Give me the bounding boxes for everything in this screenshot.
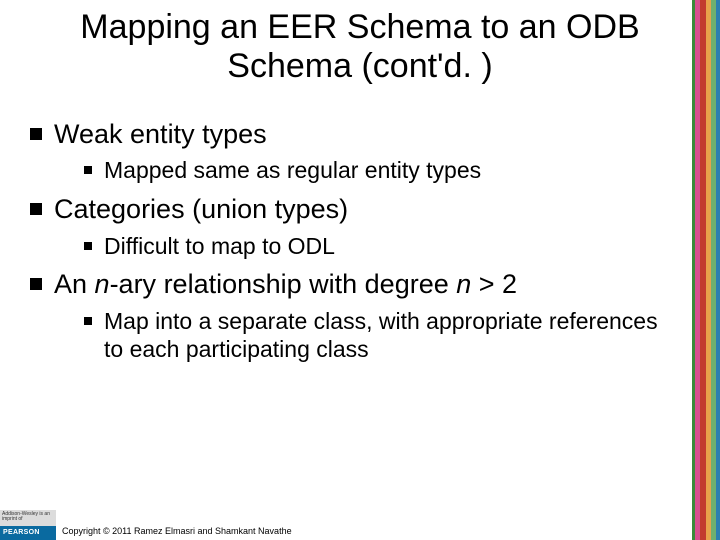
- publisher-name: PEARSON: [0, 526, 56, 540]
- bullet-text: Categories (union types): [54, 193, 348, 225]
- slide-content: Weak entity types Mapped same as regular …: [30, 110, 680, 370]
- copyright-text: Copyright © 2011 Ramez Elmasri and Shamk…: [62, 526, 292, 536]
- bullet-level1: Weak entity types: [30, 118, 680, 150]
- square-bullet-icon: [84, 317, 92, 325]
- bullet-text: Weak entity types: [54, 118, 267, 150]
- bullet-text: An n-ary relationship with degree n > 2: [54, 268, 517, 300]
- bullet-level1: Categories (union types): [30, 193, 680, 225]
- bullet-text: Mapped same as regular entity types: [104, 156, 481, 185]
- bullet-level2: Map into a separate class, with appropri…: [84, 307, 680, 365]
- bullet-text: Map into a separate class, with appropri…: [104, 307, 680, 365]
- color-stripe: [716, 0, 720, 540]
- bullet-level1: An n-ary relationship with degree n > 2: [30, 268, 680, 300]
- publisher-imprint-text: Addison-Wesley is an imprint of: [0, 510, 56, 526]
- bullet-text: Difficult to map to ODL: [104, 232, 335, 261]
- publisher-badge: Addison-Wesley is an imprint of PEARSON: [0, 510, 56, 540]
- square-bullet-icon: [84, 166, 92, 174]
- decorative-color-bar: [692, 0, 720, 540]
- bullet-level2: Mapped same as regular entity types: [84, 156, 680, 185]
- bullet-level2: Difficult to map to ODL: [84, 232, 680, 261]
- square-bullet-icon: [30, 203, 42, 215]
- square-bullet-icon: [84, 242, 92, 250]
- slide-title: Mapping an EER Schema to an ODB Schema (…: [40, 8, 680, 86]
- footer: Addison-Wesley is an imprint of PEARSON …: [0, 510, 720, 540]
- square-bullet-icon: [30, 128, 42, 140]
- square-bullet-icon: [30, 278, 42, 290]
- slide: Mapping an EER Schema to an ODB Schema (…: [0, 0, 720, 540]
